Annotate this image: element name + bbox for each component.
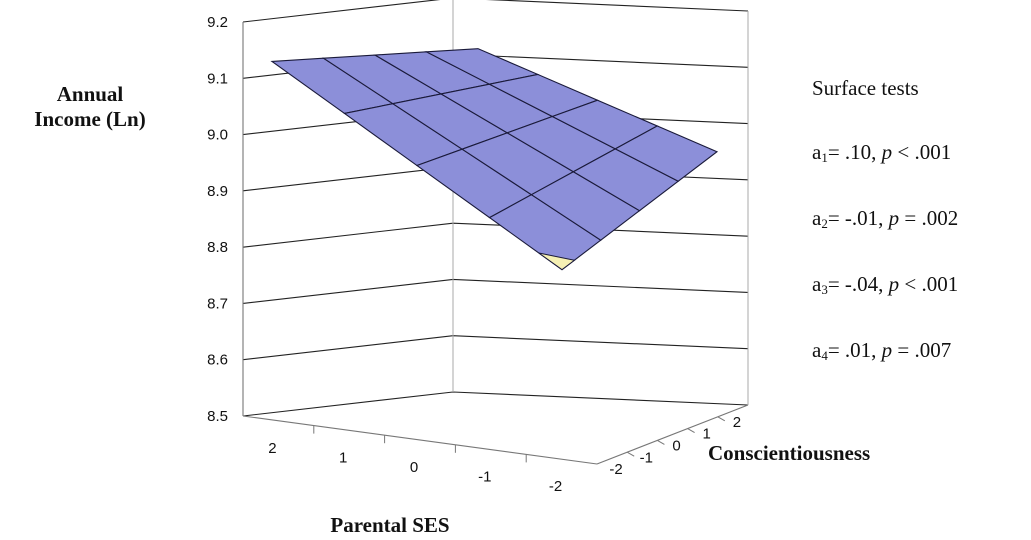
z-tick-label: 8.8 [207,239,228,256]
p-symbol: p [881,140,893,164]
y-axis-title: Conscientiousness [708,441,871,465]
surface-facet [614,125,719,182]
coef-subscript: 3 [821,282,828,297]
surface-test-a3: a3= -.04, p < .001 [812,272,958,298]
coef-subscript: 4 [821,348,828,363]
y-tick-mark [626,451,635,457]
response-surface [270,48,719,271]
z-axis-title: Annual Income (Ln) [4,82,176,132]
coef-symbol: a [812,272,822,296]
coef-symbol: a [812,140,822,164]
x-axis-title: Parental SES [330,513,450,537]
y-tick-mark [717,416,726,422]
coef-subscript: 1 [821,150,828,165]
wall-gridline [242,222,749,248]
p-value: < .001 [899,272,959,296]
wall-gridline [242,0,749,23]
y-tick-label: 1 [703,426,711,443]
p-value: = .002 [899,206,959,230]
z-tick-label: 8.9 [207,183,228,200]
y-tick-label: 0 [672,438,680,455]
z-axis-tick-labels: 9.2 9.1 9.0 8.9 8.8 8.7 8.6 8.5 [207,14,228,425]
coef-value: = -.04, [827,272,889,296]
x-tick-label: -2 [549,478,562,495]
y-tick-label: -2 [609,461,622,478]
x-tick-label: 1 [339,449,347,466]
x-axis-line [242,415,598,465]
p-symbol: p [888,272,900,296]
x-tick-label: -1 [478,469,491,486]
p-symbol: p [888,206,900,230]
coef-value: = -.01, [827,206,889,230]
z-tick-label: 9.2 [207,14,228,31]
coef-value: = .01, [827,338,882,362]
floor-ticks [313,416,726,463]
p-value: = .007 [892,338,952,362]
surface-test-a4: a4= .01, p = .007 [812,338,951,364]
surface-low-band [538,252,576,271]
coef-symbol: a [812,206,822,230]
z-tick-label: 8.5 [207,408,228,425]
y-tick-label: -1 [640,449,653,466]
surface-test-a2: a2= -.01, p = .002 [812,206,958,232]
y-axis-line [596,404,749,465]
coef-value: = .10, [827,140,882,164]
coef-symbol: a [812,338,822,362]
wall-frame [242,0,749,465]
x-axis-tick-labels: 2 1 0 -1 -2 [268,440,562,495]
p-symbol: p [881,338,893,362]
wall-gridline [242,335,749,361]
z-tick-label: 8.6 [207,352,228,369]
y-tick-label: 2 [733,414,741,431]
z-axis-title-line2: Income (Ln) [34,107,146,131]
surface-tests-heading: Surface tests [812,76,919,100]
wall-gridline [242,278,749,304]
coef-subscript: 2 [821,216,828,231]
p-value: < .001 [892,140,952,164]
wall-gridline [242,391,749,417]
x-tick-label: 2 [268,440,276,457]
z-tick-label: 9.1 [207,70,228,87]
z-axis-title-line1: Annual [56,82,124,106]
y-tick-mark [657,439,665,445]
x-tick-label: 0 [410,459,418,476]
y-tick-mark [687,428,695,434]
surface-test-a1: a1= .10, p < .001 [812,140,951,166]
z-tick-label: 8.7 [207,295,228,312]
z-tick-label: 9.0 [207,127,228,144]
y-axis-tick-labels: -2 -1 0 1 2 [609,414,741,478]
